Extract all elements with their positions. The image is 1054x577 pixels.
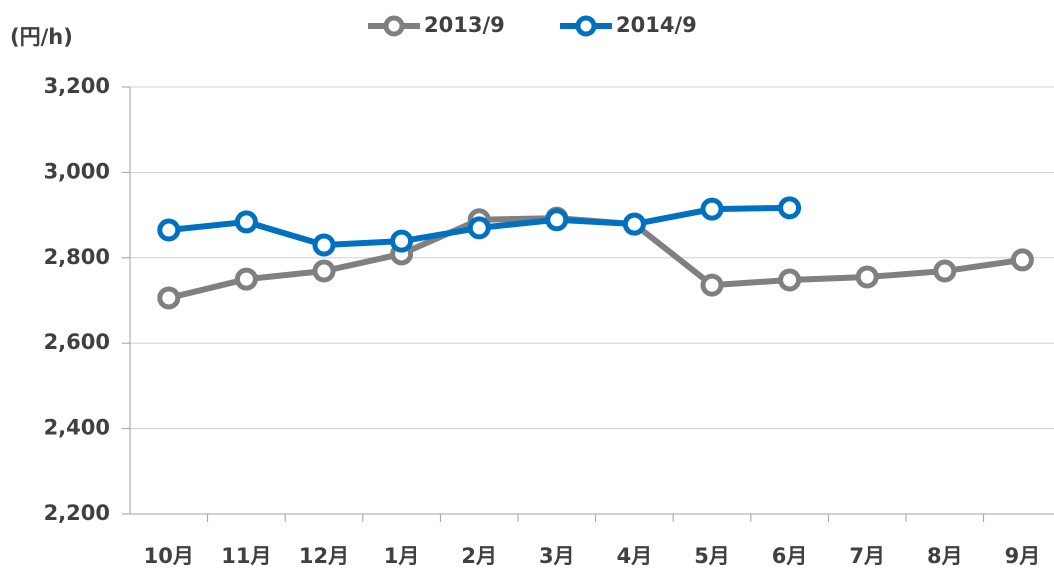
- x-tick-label: 1月: [384, 544, 420, 568]
- point: [700, 197, 724, 221]
- x-tick-label: 11月: [221, 544, 271, 568]
- point: [700, 273, 724, 297]
- point: [312, 233, 336, 257]
- point: [390, 229, 414, 253]
- x-tick-label: 6月: [772, 544, 808, 568]
- x-tick-label: 4月: [617, 544, 653, 568]
- point: [157, 286, 181, 310]
- point: [778, 196, 802, 220]
- legend-marker: [575, 15, 597, 37]
- point: [467, 216, 491, 240]
- point: [312, 259, 336, 283]
- x-tick-label: 9月: [1005, 544, 1041, 568]
- point: [234, 210, 258, 234]
- x-tick-label: 5月: [694, 544, 730, 568]
- legend-label: 2013/9: [424, 13, 505, 37]
- y-axis-label: (円/h): [10, 25, 73, 49]
- y-tick-label: 2,800: [44, 245, 110, 269]
- point: [234, 267, 258, 291]
- y-tick-label: 2,600: [44, 330, 110, 354]
- y-tick-label: 3,000: [44, 159, 110, 183]
- y-tick-label: 3,200: [44, 74, 110, 98]
- y-tick-label: 2,400: [44, 416, 110, 440]
- point: [778, 268, 802, 292]
- point: [1010, 248, 1034, 272]
- point: [545, 208, 569, 232]
- point: [622, 212, 646, 236]
- x-tick-label: 3月: [539, 544, 575, 568]
- point: [157, 218, 181, 242]
- point: [933, 259, 957, 283]
- x-tick-label: 7月: [849, 544, 885, 568]
- legend-marker: [383, 15, 405, 37]
- point: [855, 265, 879, 289]
- x-tick-label: 12月: [299, 544, 349, 568]
- x-tick-label: 10月: [144, 544, 194, 568]
- legend-label: 2014/9: [616, 13, 697, 37]
- y-tick-label: 2,200: [44, 501, 110, 525]
- x-tick-label: 2月: [461, 544, 497, 568]
- x-tick-label: 8月: [927, 544, 963, 568]
